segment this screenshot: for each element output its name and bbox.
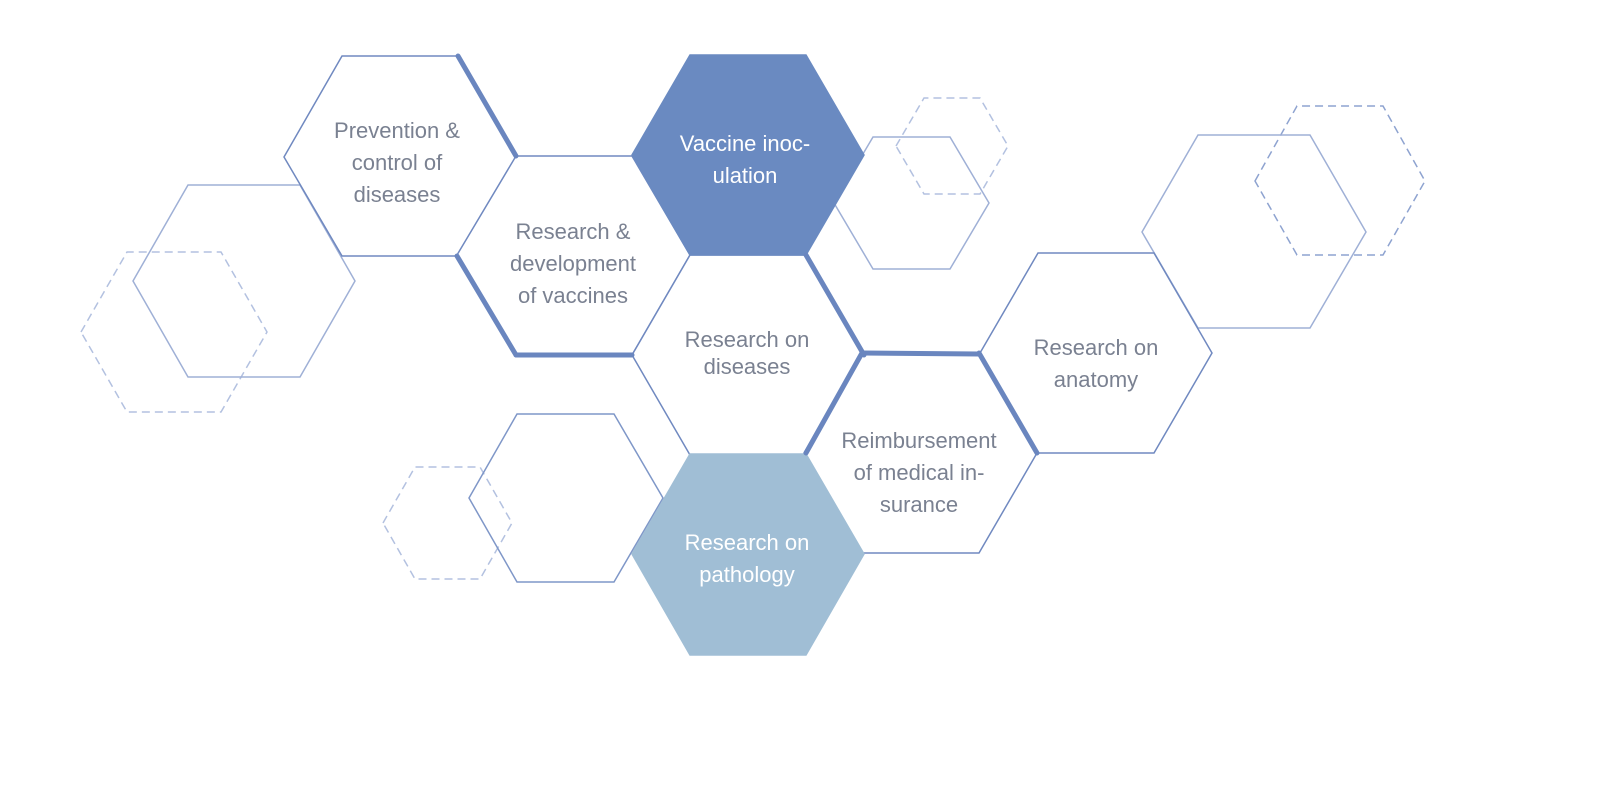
accent-edges bbox=[454, 53, 1040, 456]
label-line: development bbox=[510, 251, 636, 276]
label-line: of vaccines bbox=[518, 283, 628, 308]
label-line: Vaccine inoc- bbox=[680, 131, 810, 156]
cell-label-reimbursement: Reimbursement of medical in- surance bbox=[841, 428, 996, 517]
label-line: Reimbursement bbox=[841, 428, 996, 453]
label-line: Research on bbox=[685, 530, 810, 555]
label-line: diseases bbox=[354, 182, 441, 207]
label-line: anatomy bbox=[1054, 367, 1138, 392]
label-line: pathology bbox=[699, 562, 794, 587]
cell-label-diseases-research: Research on diseases bbox=[685, 327, 810, 379]
label-line: diseases bbox=[704, 354, 791, 379]
cell-label-vaccine-rd: Research & development of vaccines bbox=[510, 219, 636, 308]
label-line: Research on bbox=[1034, 335, 1159, 360]
decor-outline-hexagon bbox=[468, 413, 664, 583]
label-line: ulation bbox=[713, 163, 778, 188]
cell-label-anatomy: Research on anatomy bbox=[1034, 335, 1159, 392]
hexagon-pathology bbox=[631, 453, 865, 656]
label-line: Research on bbox=[685, 327, 810, 352]
hexagon-vaccine-inoculation bbox=[631, 54, 865, 256]
decor-dashed-hexagon bbox=[382, 466, 513, 580]
cell-label-vaccine-inoculation: Vaccine inoc- ulation bbox=[680, 131, 810, 188]
decor-dashed-hexagon bbox=[1254, 105, 1426, 256]
label-line: Prevention & bbox=[334, 118, 460, 143]
cell-label-prevention: Prevention & control of diseases bbox=[334, 118, 460, 207]
decor-dashed-hexagon bbox=[895, 97, 1009, 195]
label-line: control of bbox=[352, 150, 443, 175]
cell-label-pathology: Research on pathology bbox=[685, 530, 810, 587]
decor-dashed-hexagon bbox=[80, 251, 268, 413]
decor-outline-hexagon bbox=[833, 136, 990, 270]
label-line: Research & bbox=[516, 219, 631, 244]
label-line: surance bbox=[880, 492, 958, 517]
decor-outline-hexagon bbox=[132, 184, 356, 378]
label-line: of medical in- bbox=[854, 460, 985, 485]
